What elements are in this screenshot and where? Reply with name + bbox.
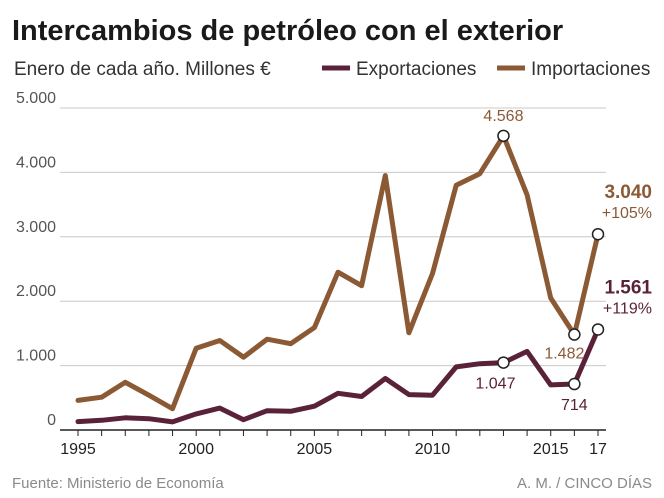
- imports-point-marker: [568, 328, 581, 341]
- chart-title: Intercambios de petróleo con el exterior: [12, 15, 563, 47]
- x-tick-label: 2005: [297, 441, 333, 458]
- x-tick-label: 17: [589, 441, 607, 458]
- annotation-imports-change: +105%: [602, 205, 652, 222]
- point-markers: [497, 129, 605, 391]
- x-tick-label: 1995: [60, 441, 96, 458]
- annotation-imports-peak: 4.568: [483, 108, 523, 125]
- credit-note: A. M. / CINCO DÍAS: [517, 475, 652, 492]
- imports-point-marker: [497, 129, 510, 143]
- grid: [60, 107, 606, 431]
- y-tick-label: 4.000: [16, 154, 56, 171]
- annotation-exports-low: 714: [561, 397, 588, 414]
- x-tick-label: 2015: [533, 441, 569, 458]
- legend-imports-label: Importaciones: [531, 59, 650, 80]
- y-tick-label: 2.000: [16, 283, 56, 300]
- series-imports-line: [75, 133, 601, 412]
- legend: Exportaciones Importaciones: [322, 59, 650, 80]
- exports-point-marker: [568, 377, 581, 391]
- y-tick-label: 0: [47, 412, 56, 429]
- annotation-exports-last: 1.561: [604, 277, 652, 298]
- annotation-exports-mid: 1.047: [475, 376, 515, 393]
- y-tick-label: 5.000: [16, 90, 56, 107]
- annotation-imports-last: 3.040: [604, 182, 652, 203]
- annotation-imports-low: 1.482: [544, 346, 584, 363]
- chart-subtitle: Enero de cada año. Millones €: [14, 59, 271, 80]
- annotation-exports-change: +119%: [603, 300, 652, 317]
- legend-exports-label: Exportaciones: [356, 59, 476, 80]
- series-exports-line: [75, 327, 601, 425]
- x-axis-ticks: 1995 2000 2005 2010 2015 17: [60, 430, 607, 458]
- x-tick-label: 2000: [178, 441, 214, 458]
- y-tick-label: 3.000: [16, 219, 56, 236]
- x-tick-label: 2010: [415, 441, 451, 458]
- source-note: Fuente: Ministerio de Economía: [12, 475, 224, 492]
- y-tick-label: 1.000: [16, 348, 56, 365]
- exports-point-marker: [591, 323, 605, 336]
- imports-point-marker: [591, 227, 605, 241]
- y-axis-ticks: 0 1.000 2.000 3.000 4.000 5.000: [16, 90, 56, 429]
- exports-point-marker: [497, 356, 510, 369]
